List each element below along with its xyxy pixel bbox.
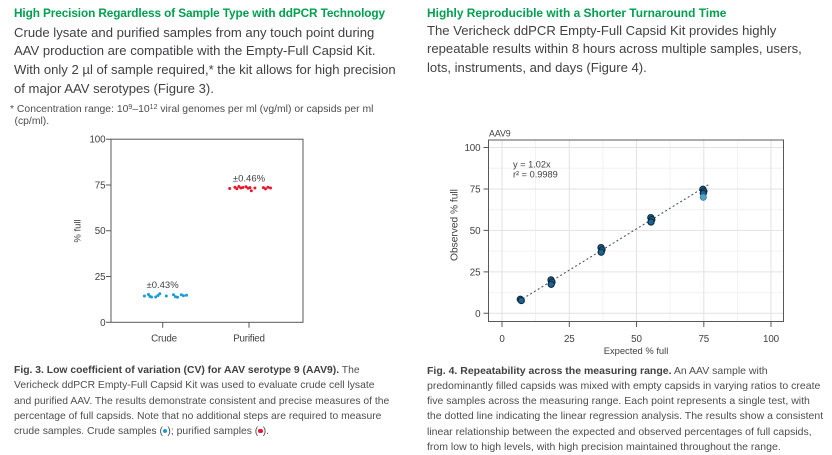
svg-text:100: 100 <box>763 334 780 345</box>
svg-text:100: 100 <box>464 143 481 154</box>
svg-text:75: 75 <box>698 334 709 345</box>
svg-text:±0.43%: ±0.43% <box>147 280 180 291</box>
svg-text:Expected % full: Expected % full <box>604 345 669 356</box>
svg-text:Crude: Crude <box>151 333 177 344</box>
svg-text:Observed % full: Observed % full <box>450 189 461 261</box>
svg-text:50: 50 <box>631 334 642 345</box>
svg-text:y = 1.02x: y = 1.02x <box>513 159 551 169</box>
svg-text:Purified: Purified <box>233 333 265 344</box>
svg-text:75: 75 <box>470 185 481 196</box>
svg-text:25: 25 <box>564 334 575 345</box>
svg-text:0: 0 <box>100 318 106 329</box>
svg-text:±0.46%: ±0.46% <box>233 173 266 184</box>
svg-text:50: 50 <box>95 226 106 237</box>
svg-text:0: 0 <box>475 309 481 320</box>
svg-text:r² = 0.9989: r² = 0.9989 <box>513 170 558 180</box>
svg-text:% full: % full <box>73 219 84 242</box>
svg-text:25: 25 <box>95 272 106 283</box>
svg-text:50: 50 <box>470 226 481 237</box>
svg-text:25: 25 <box>470 267 481 278</box>
svg-text:75: 75 <box>95 181 106 192</box>
svg-text:0: 0 <box>499 334 505 345</box>
svg-text:AAV9: AAV9 <box>489 128 511 138</box>
svg-text:100: 100 <box>89 135 106 146</box>
